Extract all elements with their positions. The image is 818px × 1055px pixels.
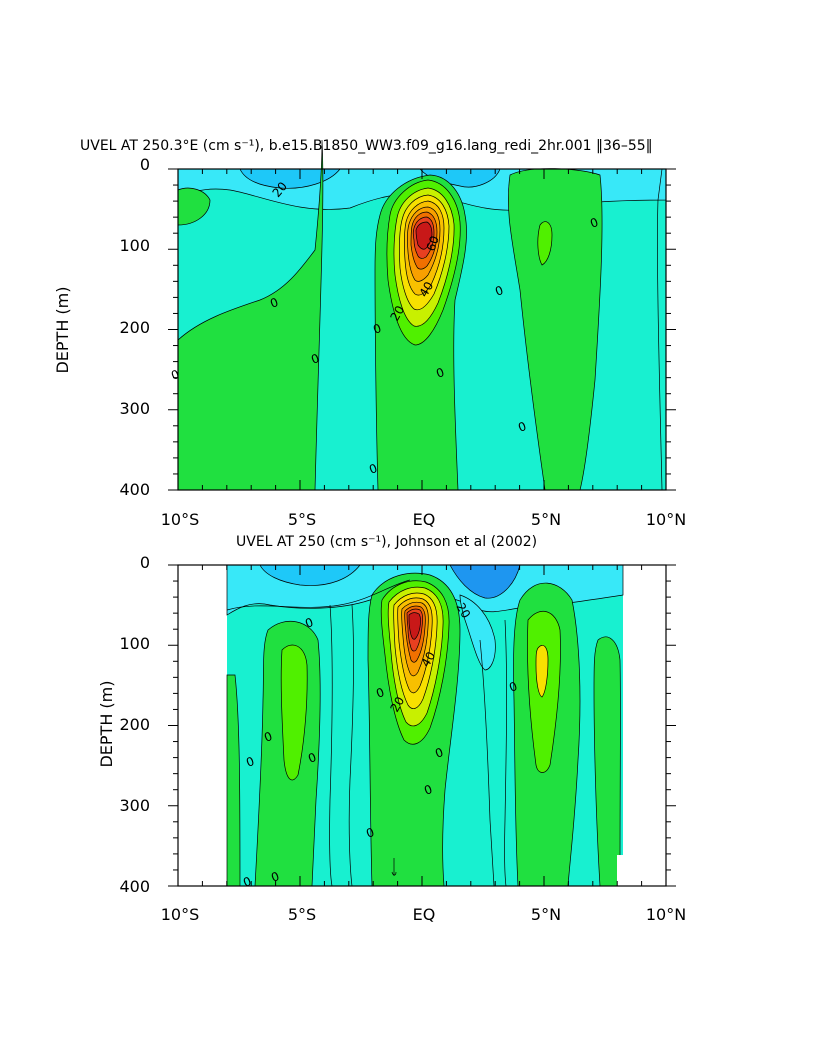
bottom-surface-contour <box>226 579 411 611</box>
contour-label: 0 <box>169 367 181 383</box>
bottom-north-thin-contour <box>504 619 507 887</box>
contour-label: 0 <box>244 754 256 770</box>
bottom-southwest-pos-region <box>226 674 241 887</box>
bottom-east-edge-white-cut <box>617 855 625 887</box>
y-tick-label: 0 <box>140 155 150 174</box>
contour-label: 0 <box>374 685 386 701</box>
bottom-euc-core <box>408 612 422 640</box>
bottom-west-strong-neg <box>259 564 361 586</box>
contour-label: 20 <box>387 694 407 714</box>
y-tick-label: 300 <box>119 796 150 815</box>
y-tick-label: 200 <box>119 318 150 337</box>
bottom-east-pos-strip <box>593 636 621 887</box>
top-euc-core <box>415 221 433 250</box>
panel-top-field <box>177 139 667 491</box>
bottom-y-ticks: 0 100 200 300 400 <box>119 553 150 896</box>
x-tick-label: 5°S <box>288 905 316 924</box>
contour-label: 0 <box>241 874 253 890</box>
bottom-north-pos-core <box>535 645 549 698</box>
y-tick-label: 400 <box>119 877 150 896</box>
top-tick-marks <box>168 168 676 491</box>
contour-label: 0 <box>306 750 318 766</box>
panel-bottom: UVEL AT 250 (cm s⁻¹), Johnson et al (200… <box>97 534 686 924</box>
top-contour-labels: 20 20 40 60 0 0 0 0 0 0 0 0 0 <box>169 179 600 477</box>
y-tick-label: 300 <box>119 399 150 418</box>
bottom-south-thin-contour <box>329 604 333 887</box>
top-y-ticks: 0 100 200 300 400 <box>119 155 150 499</box>
top-southwest-pos-region <box>177 139 324 491</box>
bottom-tick-marks <box>168 564 676 887</box>
top-zero-contour-far-east <box>657 168 663 491</box>
contour-label: 0 <box>367 461 379 477</box>
top-x-ticks: 10°S 5°S EQ 5°N 10°N <box>161 510 686 529</box>
x-tick-label: 10°N <box>646 905 686 924</box>
contour-label: 0 <box>303 615 315 631</box>
bottom-equator-west-thin-contour <box>348 604 354 887</box>
contour-label: 0 <box>507 679 519 695</box>
contour-label: 0 <box>262 729 274 745</box>
contour-label: 0 <box>493 283 505 299</box>
top-north-pos-region <box>508 168 603 491</box>
contour-label: 0 <box>268 295 280 311</box>
contour-label: 0 <box>371 321 383 337</box>
x-tick-label: EQ <box>413 905 436 924</box>
bottom-east-neg-tongue <box>459 594 496 671</box>
x-tick-label: 10°S <box>161 510 200 529</box>
contour-label: 60 <box>424 234 442 253</box>
top-y-axis-label: DEPTH (m) <box>53 286 72 373</box>
bottom-x-ticks: 10°S 5°S EQ 5°N 10°N <box>161 905 686 924</box>
x-tick-label: 5°S <box>288 510 316 529</box>
bottom-contour-labels: 20 20 40 0 0 0 0 0 0 0 0 0 0 0 <box>241 601 519 890</box>
y-tick-label: 200 <box>119 715 150 734</box>
contour-label: 40 <box>416 279 436 299</box>
x-tick-label: 10°N <box>646 510 686 529</box>
contour-label: 0 <box>516 419 528 435</box>
x-tick-label: 5°N <box>531 905 561 924</box>
contour-label: 0 <box>269 869 281 885</box>
panel-top-title: UVEL AT 250.3°E (cm s⁻¹), b.e15.B1850_WW… <box>80 138 653 154</box>
contour-label: 0 <box>309 351 321 367</box>
bottom-y-axis-label: DEPTH (m) <box>97 680 116 767</box>
top-north-pos-core <box>537 221 553 266</box>
y-tick-label: 100 <box>119 634 150 653</box>
y-tick-label: 100 <box>119 236 150 255</box>
contour-label: 0 <box>434 365 446 381</box>
panel-bottom-field <box>226 564 625 887</box>
contour-label: 0 <box>422 782 434 798</box>
panel-top: UVEL AT 250.3°E (cm s⁻¹), b.e15.B1850_WW… <box>53 138 686 529</box>
bottom-east-strong-neg <box>449 564 521 599</box>
panel-bottom-title: UVEL AT 250 (cm s⁻¹), Johnson et al (200… <box>236 534 537 550</box>
contour-label: 20 <box>387 303 407 323</box>
y-tick-label: 400 <box>119 480 150 499</box>
contour-label: 0 <box>433 745 445 761</box>
contour-label: 20 <box>453 601 473 621</box>
top-west-pos-lobe <box>177 187 211 226</box>
bottom-deep-small-contour <box>391 858 397 876</box>
bottom-equator-east-thin-contour <box>479 639 495 887</box>
x-tick-label: EQ <box>413 510 436 529</box>
top-west-strong-neg <box>239 168 341 189</box>
bottom-south-pos-core <box>280 644 308 781</box>
y-tick-label: 0 <box>140 553 150 572</box>
x-tick-label: 5°N <box>531 510 561 529</box>
contour-label: 0 <box>588 215 600 231</box>
contour-label: 40 <box>418 649 438 669</box>
contour-label: 0 <box>364 825 376 841</box>
x-tick-label: 10°S <box>161 905 200 924</box>
